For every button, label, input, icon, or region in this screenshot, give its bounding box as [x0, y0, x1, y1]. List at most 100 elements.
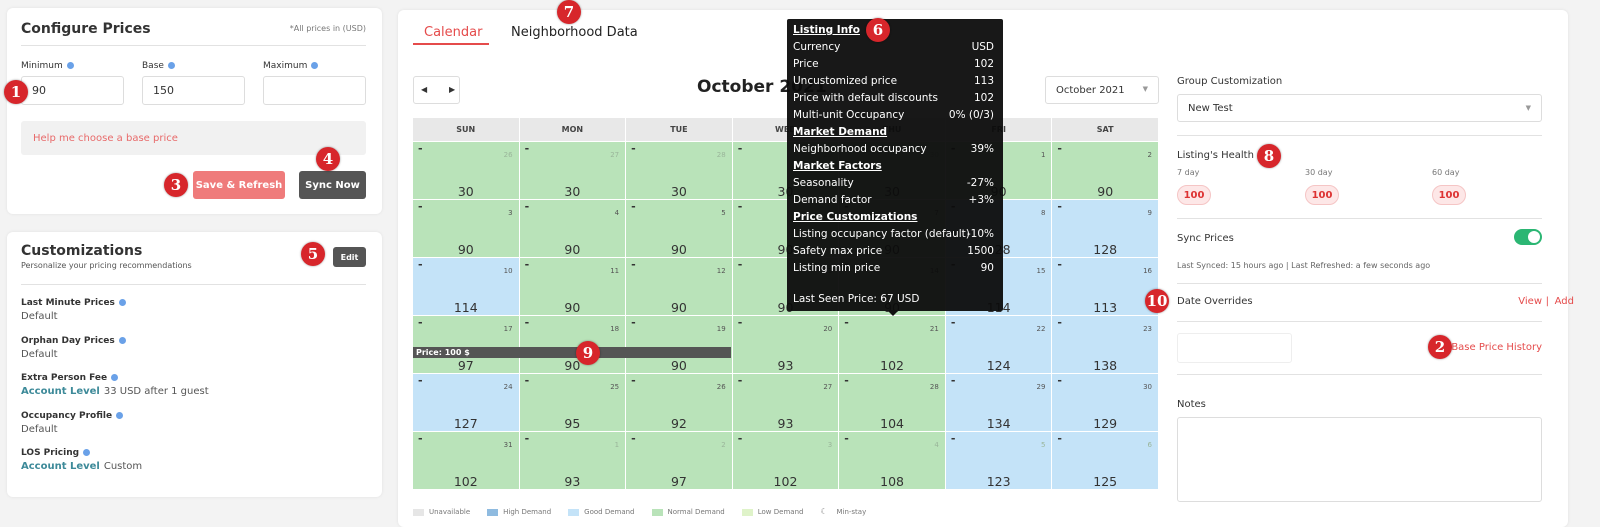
- calendar-cell[interactable]: - 3 102: [732, 432, 840, 490]
- calendar-cell[interactable]: - 27 93: [732, 374, 840, 432]
- calendar-cell[interactable]: - 22 124: [945, 316, 1053, 374]
- item-value-row: Default: [21, 349, 58, 360]
- cell-dash: -: [631, 142, 636, 155]
- calendar-cell[interactable]: - 2 90: [1052, 142, 1159, 200]
- sync-title: Sync Prices: [1177, 233, 1234, 244]
- calendar-cell[interactable]: - 20 93: [732, 316, 840, 374]
- next-month[interactable]: ▶: [449, 85, 456, 94]
- cell-price: 93: [564, 474, 581, 489]
- override-box[interactable]: [1177, 333, 1292, 363]
- field-input[interactable]: [263, 76, 366, 105]
- help-link[interactable]: Help me choose a base price: [33, 133, 178, 144]
- cell-dash: -: [418, 142, 423, 155]
- annotation-marker: 7: [557, 0, 581, 24]
- divider: [1177, 135, 1542, 136]
- overrides-view[interactable]: View: [1518, 296, 1542, 307]
- tooltip-label: Seasonality: [793, 177, 854, 189]
- calendar-cell[interactable]: - 4 90: [519, 200, 627, 258]
- calendar-cell[interactable]: - 17 97: [413, 316, 520, 374]
- info-icon: [66, 62, 74, 69]
- calendar-cell[interactable]: - 19 90: [626, 316, 733, 374]
- cell-day: 1: [1040, 151, 1046, 159]
- calendar-cell[interactable]: - 3 90: [413, 200, 520, 258]
- tooltip-value: 102: [973, 92, 994, 104]
- tooltip-heading: Price Customizations: [793, 211, 918, 223]
- calendar-cell[interactable]: - 28 104: [839, 374, 946, 432]
- calendar-cell[interactable]: - 29 134: [945, 374, 1053, 432]
- tooltip-value: 1500: [967, 245, 994, 257]
- calendar-cell[interactable]: - 16 113: [1052, 258, 1159, 316]
- cell-price: 127: [453, 416, 478, 431]
- calendar-cell[interactable]: - 9 128: [1052, 200, 1159, 258]
- health-score: 100: [1432, 185, 1466, 205]
- calendar-cell[interactable]: - 24 127: [413, 374, 520, 432]
- tooltip-value: USD: [971, 41, 994, 53]
- info-icon: [167, 62, 175, 69]
- field-label: Base: [142, 61, 175, 71]
- tooltip-label: Price with default discounts: [793, 92, 938, 104]
- cell-dash: -: [524, 142, 530, 155]
- tab-neighborhood[interactable]: Neighborhood Data: [511, 25, 638, 40]
- field-label: Maximum: [263, 61, 319, 71]
- cell-day: 3: [827, 441, 833, 449]
- sync-toggle[interactable]: [1514, 229, 1542, 245]
- tooltip-value: -10%: [966, 228, 994, 240]
- calendar-cell[interactable]: - 18 90: [519, 316, 627, 374]
- cell-day: 22: [1036, 325, 1046, 333]
- calendar-cell[interactable]: - 4 108: [839, 432, 946, 490]
- calendar-cell[interactable]: - 26 30: [413, 142, 520, 200]
- overrides-add[interactable]: Add: [1554, 296, 1574, 307]
- calendar-cell[interactable]: - 21 102: [839, 316, 946, 374]
- item-value-row: Account Level 33 USD after 1 guest: [21, 386, 209, 397]
- legend-label: Unavailable: [429, 508, 471, 516]
- legend-swatch: [651, 509, 663, 516]
- group-select[interactable]: New Test ▼: [1177, 94, 1542, 122]
- cell-price: 90: [670, 300, 687, 315]
- calendar-cell[interactable]: - 28 30: [626, 142, 733, 200]
- tooltip-value: 90: [980, 262, 994, 274]
- calendar-cell[interactable]: - 6 125: [1052, 432, 1159, 490]
- item-label: Occupancy Profile: [21, 411, 124, 421]
- field-input[interactable]: 150: [142, 76, 245, 105]
- sync-now-button[interactable]: Sync Now: [299, 171, 366, 199]
- calendar-cell[interactable]: - 5 90: [626, 200, 733, 258]
- weekday-header: MON: [519, 118, 626, 141]
- event-bar[interactable]: Price: 100 $: [413, 347, 731, 358]
- cell-dash: -: [524, 374, 530, 387]
- edit-button[interactable]: Edit: [333, 247, 366, 267]
- prev-month[interactable]: ◀: [421, 85, 428, 94]
- calendar-cell[interactable]: - 12 90: [626, 258, 733, 316]
- item-value: Default: [21, 311, 58, 322]
- calendar-cell[interactable]: - 1 93: [519, 432, 627, 490]
- field-input[interactable]: 90: [21, 76, 124, 105]
- calendar-cell[interactable]: - 26 92: [626, 374, 733, 432]
- tab-calendar[interactable]: Calendar: [424, 25, 483, 40]
- base-price-history[interactable]: Base Price History: [1451, 342, 1542, 353]
- help-box[interactable]: [21, 121, 366, 155]
- customizations-title: Customizations: [21, 243, 143, 259]
- save-refresh-button[interactable]: Save & Refresh: [193, 171, 285, 199]
- customizations-subtitle: Personalize your pricing recommendations: [21, 261, 192, 270]
- tooltip-value: 39%: [970, 143, 994, 155]
- calendar-cell[interactable]: - 31 102: [413, 432, 520, 490]
- calendar-cell[interactable]: - 2 97: [626, 432, 733, 490]
- cell-day: 4: [934, 441, 939, 449]
- calendar-cell[interactable]: - 11 90: [519, 258, 627, 316]
- cell-price: 90: [457, 242, 474, 257]
- calendar-cell[interactable]: - 30 129: [1052, 374, 1159, 432]
- tooltip-footer: Last Seen Price: 67 USD: [793, 293, 920, 305]
- calendar-cell[interactable]: - 10 114: [413, 258, 520, 316]
- cell-dash: -: [844, 316, 849, 329]
- legend-label: Min-stay: [836, 508, 867, 516]
- info-icon: [83, 449, 91, 456]
- calendar-cell[interactable]: - 27 30: [519, 142, 627, 200]
- cell-day: 6: [1147, 441, 1152, 449]
- month-select[interactable]: October 2021 ▼: [1045, 76, 1159, 104]
- calendar-cell[interactable]: - 25 95: [519, 374, 627, 432]
- cell-day: 1: [614, 441, 620, 449]
- notes-input[interactable]: [1177, 417, 1542, 502]
- cell-day: 10: [503, 267, 513, 275]
- calendar-cell[interactable]: - 5 123: [945, 432, 1053, 490]
- legend-swatch: [487, 509, 499, 516]
